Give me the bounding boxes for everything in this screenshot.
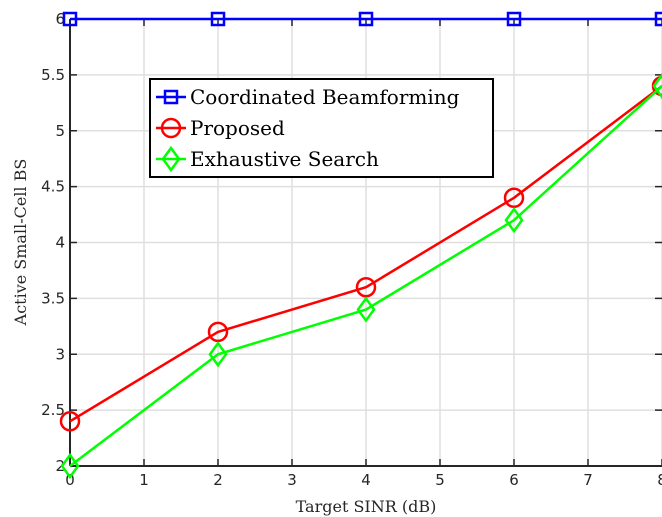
y-tick-label: 3.5: [41, 289, 65, 307]
x-tick-label: 6: [509, 471, 519, 489]
data-point: [208, 341, 228, 368]
series-0: [62, 11, 662, 27]
x-tick-label: 0: [65, 471, 75, 489]
x-tick-label: 3: [287, 471, 297, 489]
series-line: [69, 85, 662, 423]
x-tick-label: 4: [361, 471, 371, 489]
data-point: [207, 321, 229, 343]
data-point: [654, 11, 662, 27]
y-tick-label: 6: [55, 10, 65, 28]
x-tick-label: 7: [583, 471, 593, 489]
legend-label: Coordinated Beamforming: [190, 85, 460, 109]
series-group: [59, 11, 662, 480]
y-axis-label: Active Small-Cell BS: [11, 159, 30, 327]
series-line: [69, 85, 662, 467]
x-axis-label: Target SINR (dB): [296, 497, 437, 516]
series-2: [60, 72, 662, 480]
legend-marker: [163, 89, 179, 105]
legend-marker: [160, 117, 182, 139]
data-point: [503, 187, 525, 209]
legend-label: Exhaustive Search: [190, 147, 379, 171]
data-point: [358, 11, 374, 27]
legend-marker: [161, 145, 181, 173]
tick-labels: 0 1 2 3 4 5 6 7 8 2 2.5 3 3.5 4 4.5 5 5.5 6: [41, 10, 662, 489]
x-tick-label: 8: [657, 471, 662, 489]
data-point: [652, 72, 662, 100]
y-tick-label: 2: [55, 457, 65, 475]
y-tick-label: 4: [55, 234, 65, 252]
data-point: [504, 207, 524, 234]
y-tick-label: 5: [55, 122, 65, 140]
y-tick-label: 5.5: [41, 66, 65, 84]
x-tick-label: 2: [213, 471, 223, 489]
y-tick-label: 3: [55, 345, 65, 363]
y-tick-label: 4.5: [41, 178, 65, 196]
x-tick-label: 5: [435, 471, 445, 489]
legend-box: [149, 78, 494, 178]
data-point: [210, 11, 226, 27]
data-point: [60, 452, 80, 480]
data-point: [506, 11, 522, 27]
data-point: [356, 296, 376, 323]
legend-entry: Proposed: [156, 116, 285, 140]
data-point: [62, 11, 78, 27]
legend-entry: Exhaustive Search: [156, 145, 379, 173]
legend: Coordinated Beamforming Proposed Exhaustiv…: [149, 78, 494, 178]
legend-entry: Coordinated Beamforming: [156, 85, 460, 109]
y-tick-label: 2.5: [41, 401, 65, 419]
legend-label: Proposed: [190, 116, 285, 140]
x-tick-label: 1: [139, 471, 149, 489]
data-point: [355, 276, 377, 298]
data-point: [59, 411, 81, 432]
